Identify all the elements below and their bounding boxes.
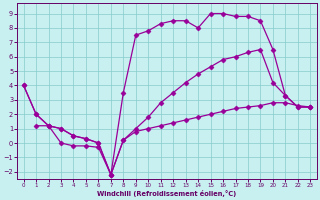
X-axis label: Windchill (Refroidissement éolien,°C): Windchill (Refroidissement éolien,°C) xyxy=(97,190,236,197)
